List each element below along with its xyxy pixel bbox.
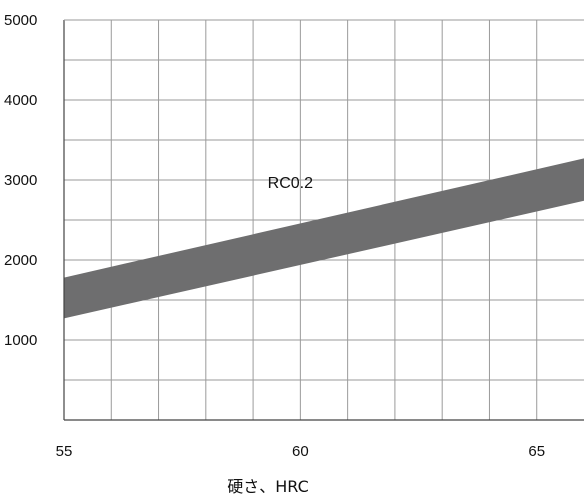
y-tick-label: 1000 xyxy=(4,332,37,349)
y-tick-label: 4000 xyxy=(4,92,37,109)
data-band xyxy=(64,158,584,319)
plot-frame xyxy=(63,19,584,421)
grid xyxy=(64,20,584,420)
y-tick-label: 5000 xyxy=(4,12,37,29)
y-tick-label: 2000 xyxy=(4,252,37,269)
band-label: RC0.2 xyxy=(268,175,313,192)
y-tick-labels: 1000 2000 3000 4000 5000 xyxy=(4,12,37,349)
x-tick-label: 65 xyxy=(528,443,545,460)
x-tick-label: 60 xyxy=(292,443,309,460)
x-tick-label: 55 xyxy=(56,443,73,460)
y-tick-label: 3000 xyxy=(4,172,37,189)
x-axis-title: 硬さ、HRC xyxy=(227,477,309,496)
band-rc0-2 xyxy=(64,158,584,319)
x-tick-labels: 55 60 65 xyxy=(56,443,545,460)
